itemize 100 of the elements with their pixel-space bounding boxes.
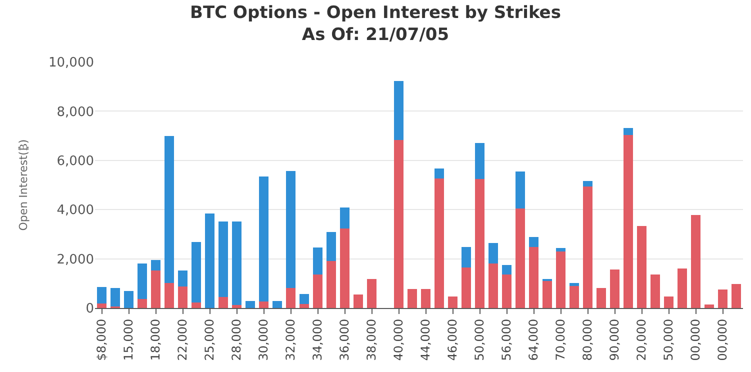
bar <box>502 264 512 274</box>
bar <box>434 168 444 179</box>
bar <box>110 288 120 307</box>
bar <box>462 267 471 308</box>
bar <box>570 286 579 308</box>
bar <box>394 80 404 140</box>
x-tick-label: 56,000 <box>500 318 514 361</box>
y-axis-title: Open Interest(₿) <box>17 139 30 231</box>
x-tick-label: 90,000 <box>608 318 622 361</box>
x-tick-label: 46,000 <box>446 318 460 361</box>
bar <box>151 260 160 271</box>
bar <box>178 286 188 308</box>
bar <box>488 263 498 308</box>
bar <box>556 252 566 308</box>
x-tick-label: 30,000 <box>256 318 271 361</box>
bar <box>448 296 458 308</box>
bar <box>340 228 350 308</box>
bar <box>570 282 579 286</box>
x-tick-label: 28,000 <box>230 318 244 361</box>
x-tick-label: 22,000 <box>176 318 190 361</box>
x-tick-label: 44,000 <box>418 318 433 361</box>
x-tick-label: 15,000 <box>122 318 136 361</box>
bar <box>300 294 309 304</box>
bar <box>502 274 512 308</box>
bar <box>394 140 404 308</box>
bar <box>246 300 255 308</box>
bar <box>354 294 363 308</box>
bar <box>192 242 201 303</box>
x-tick-label: 20,000 <box>634 318 649 361</box>
bar <box>124 291 134 308</box>
bar <box>624 128 633 135</box>
bar <box>542 280 552 308</box>
bar <box>205 213 214 308</box>
bar <box>164 136 174 283</box>
y-tick-label: 4,000 <box>56 203 94 218</box>
bar <box>408 289 417 308</box>
bar <box>367 279 376 308</box>
x-tick-label: 64,000 <box>526 318 541 361</box>
bar <box>164 282 174 308</box>
bar <box>475 179 484 308</box>
bar <box>475 143 484 180</box>
bar <box>421 289 430 308</box>
bar <box>259 176 268 302</box>
x-tick-label: 18,000 <box>148 318 163 361</box>
y-tick-label: 6,000 <box>56 154 94 169</box>
bar <box>272 301 282 308</box>
bar <box>718 290 728 308</box>
bar <box>691 215 700 308</box>
y-tick-label: 0 <box>86 302 94 317</box>
x-tick-label: 50,000 <box>472 318 487 361</box>
x-tick-label: 34,000 <box>310 318 325 361</box>
x-tick-label: 00,000 <box>688 318 703 361</box>
bar <box>138 298 147 308</box>
bar <box>610 269 620 308</box>
bar <box>732 284 741 308</box>
bar <box>516 172 525 208</box>
bar <box>624 134 633 308</box>
bar <box>218 221 228 298</box>
x-tick-label: 70,000 <box>554 318 568 361</box>
x-tick-label: 00,000 <box>716 318 730 361</box>
bar <box>462 246 471 268</box>
bar <box>178 270 188 287</box>
bar <box>138 264 147 299</box>
bar <box>192 302 201 308</box>
bar <box>326 260 336 308</box>
bar <box>300 304 309 308</box>
bar <box>259 301 268 308</box>
bar <box>97 303 106 308</box>
bar <box>232 305 242 308</box>
bar <box>664 296 674 308</box>
bar <box>529 247 538 308</box>
x-tick-label: 25,000 <box>202 318 217 361</box>
bar <box>650 274 660 308</box>
bar <box>488 243 498 264</box>
chart-title: BTC Options - Open Interest by Strikes As Of: 21/07/05 <box>190 2 561 45</box>
bar <box>97 287 106 304</box>
x-tick-label: $8,000 <box>94 318 109 361</box>
bar <box>556 248 566 252</box>
bar <box>151 270 160 308</box>
x-tick-label: 36,000 <box>338 318 352 361</box>
y-tick-label: 8,000 <box>56 104 94 120</box>
x-tick-label: 40,000 <box>392 318 406 361</box>
bar <box>583 186 592 308</box>
bar <box>637 226 646 308</box>
x-tick-label: 50,000 <box>662 318 676 361</box>
bar <box>583 180 592 187</box>
y-tick-label: 10,000 <box>48 56 94 71</box>
x-tick-label: 32,000 <box>284 318 298 361</box>
bar <box>340 208 350 229</box>
bar <box>596 288 606 308</box>
bar <box>286 288 296 308</box>
bar <box>529 236 538 248</box>
x-tick-label: 38,000 <box>364 318 379 361</box>
bar <box>434 178 444 308</box>
bar <box>313 274 322 308</box>
bar <box>326 232 336 261</box>
y-tick-label: 2,000 <box>56 252 94 268</box>
bar <box>232 221 242 306</box>
bar <box>218 297 228 308</box>
bar <box>704 304 714 308</box>
